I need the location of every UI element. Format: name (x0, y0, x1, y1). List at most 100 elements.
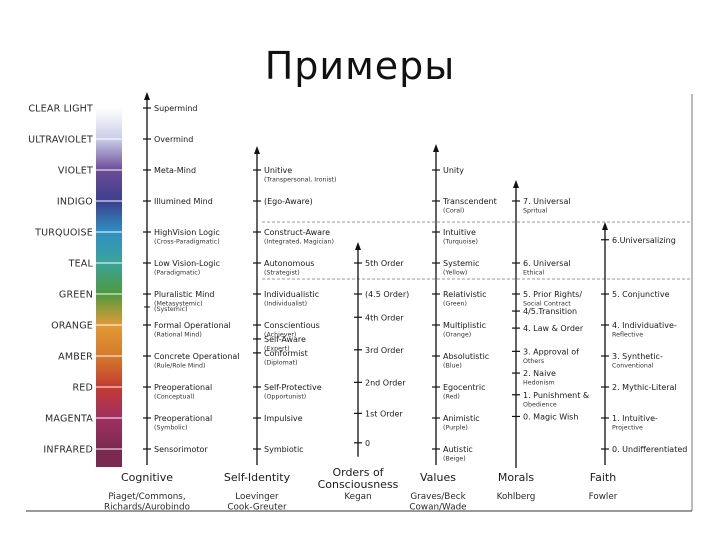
stage-label: 6.Universalizing (612, 236, 676, 245)
stage-self-identity-0: Unitive (Transpersonal, Ironist) (253, 166, 336, 184)
stage-values-0: Unity (432, 166, 464, 175)
stage-label: Symbiotic (264, 445, 304, 454)
column-faith: 6.Universalizing 5. Conjunctive 4. Individ… (601, 222, 687, 465)
stage-sublabel: (Purple) (443, 425, 468, 432)
stage-self-identity-6: Self-Aware(Expert) (253, 335, 306, 352)
level-label-turquoise: TURQUOISE (34, 228, 93, 239)
stage-label: 4th Order (365, 313, 404, 322)
stage-label: Absolutistic (443, 352, 489, 361)
stage-label: Preoperational (154, 414, 212, 423)
level-label-infrared: INFRARED (43, 445, 93, 456)
stage-sublabel: (Orange) (443, 332, 471, 339)
column-source: Fowler (589, 492, 618, 502)
column-arrow-icon (355, 242, 361, 250)
stage-label: 3rd Order (365, 346, 404, 355)
stage-faith-5: 1. Intuitive- Projective (601, 414, 658, 432)
stage-label: Individualistic (264, 290, 319, 299)
level-label-clear-light: CLEAR LIGHT (28, 104, 93, 115)
stage-sublabel: Spritual (523, 208, 548, 215)
column-orders-of-consciousness: 5th Order (4.5 Order) 4th Order 3rd Order 2n… (354, 242, 409, 457)
stage-values-4: Relativistic (Green) (432, 290, 487, 308)
stage-label: Multiplistic (443, 321, 486, 330)
column-source: Richards/Aurobindo (104, 503, 190, 513)
stage-label: 1st Order (365, 409, 403, 418)
column-source: Graves/Beck (410, 492, 466, 502)
stage-morals-1: 6. Universal Ethical (512, 259, 571, 277)
level-label-violet: VIOLET (58, 166, 93, 177)
stage-label: Illumined Mind (154, 197, 213, 206)
level-label-magenta: MAGENTA (45, 414, 93, 425)
stage-label: 5th Order (365, 259, 404, 268)
column-heading: Orders of Consciousness (318, 466, 399, 491)
level-label-orange: ORANGE (51, 321, 93, 332)
stage-label: 2. Mythic-Literal (612, 383, 677, 392)
stage-cognitive-0: Supermind (143, 104, 197, 113)
stage-sublabel: Reflective (612, 332, 643, 339)
stage-sublabel: (Systemic) (154, 306, 188, 313)
column-heading: Faith (590, 471, 616, 484)
stage-label: 1. Intuitive- (612, 414, 658, 423)
stage-self-identity-10: Symbiotic (253, 445, 304, 454)
stage-sublabel: (Diplomat) (264, 359, 298, 366)
heading-cognitive: Cognitive Piaget/Commons,Richards/Aurobin… (104, 471, 190, 513)
stage-sublabel: (Opportunist) (264, 394, 306, 401)
stage-sublabel: (Red) (443, 394, 460, 401)
stage-label: Intuitive (443, 228, 476, 237)
stage-values-3: Systemic (Yellow) (432, 259, 479, 277)
stage-orders-of-consciousness-5: 1st Order (354, 409, 403, 418)
stage-values-1: Transcendent (Coral) (432, 197, 497, 215)
stage-morals-7: 1. Punishment &Obedience (512, 391, 589, 408)
stage-label: 3. Synthetic- (612, 352, 663, 361)
stage-cognitive-5: Low Vision-Logic (Paradigmatic) (143, 259, 220, 277)
level-label-red: RED (72, 383, 93, 394)
stage-orders-of-consciousness-3: 3rd Order (354, 346, 404, 355)
stage-sublabel: (Coral) (443, 208, 464, 215)
stage-label: 7. Universal (523, 197, 571, 206)
level-label-teal: TEAL (68, 259, 94, 270)
heading-morals: Morals Kohlberg (497, 471, 536, 502)
stage-values-7: Egocentric (Red) (432, 383, 485, 401)
stage-label: Conformist (264, 349, 308, 358)
stage-sublabel: (Beige) (443, 456, 466, 463)
stage-morals-8: 0. Magic Wish (512, 412, 578, 421)
stage-values-9: Autistic (Beige) (432, 445, 473, 463)
stage-sublabel: (Rational Mind) (154, 332, 202, 339)
column-morals: 7. Universal Spritual 6. Universal Ethical 5… (512, 180, 589, 468)
stage-label: Formal Operational (154, 321, 231, 330)
level-label-ultraviolet: ULTRAVIOLET (28, 135, 93, 146)
stage-self-identity-8: Self-Protective (Opportunist) (253, 383, 322, 401)
stage-label: 2. Naive (523, 369, 556, 378)
stage-orders-of-consciousness-6: 0 (354, 439, 370, 448)
stage-label: Self-Aware (264, 335, 306, 344)
stage-label: Construct-Aware (264, 228, 330, 237)
spectrum-bar (96, 94, 122, 467)
stage-cognitive-4: HighVision Logic (Cross-Paradigmatic) (143, 228, 220, 246)
stage-label: (Ego-Aware) (264, 197, 313, 206)
stage-sublabel: (Transpersonal, Ironist) (264, 177, 336, 184)
stage-self-identity-5: Conscientious (Achiever) (253, 321, 320, 339)
stage-values-2: Intuitive (Turquoise) (432, 228, 478, 246)
development-columns: Supermind Overmind Meta-Mind Illumined Mind… (143, 92, 687, 468)
column-self-identity: Unitive (Transpersonal, Ironist) (Ego-Awar… (253, 146, 336, 465)
stage-sublabel: Hedonism (523, 380, 555, 387)
stage-self-identity-9: Impulsive (253, 414, 303, 423)
column-heading: Values (420, 471, 456, 484)
stage-sublabel: (Expert) (264, 345, 290, 352)
stage-cognitive-11: Preoperational (Symbolic) (143, 414, 212, 432)
stage-label: 5. Prior Rights/ (523, 290, 582, 299)
level-label-indigo: INDIGO (57, 197, 93, 208)
stage-label: 4. Law & Order (523, 324, 584, 333)
stage-label: Systemic (443, 259, 479, 268)
stage-label: (4.5 Order) (365, 290, 409, 299)
stage-morals-3: 4/5.Transition (512, 307, 577, 316)
stage-label: 4. Individuative- (612, 321, 677, 330)
slide-title: Примеры (264, 44, 456, 88)
column-heading: Self-Identity (224, 471, 291, 484)
stage-cognitive-8: Formal Operational (Rational Mind) (143, 321, 231, 339)
stage-sublabel: (Strategist) (264, 270, 300, 277)
stage-faith-0: 6.Universalizing (601, 236, 676, 245)
column-source: Cook-Greuter (227, 503, 287, 513)
